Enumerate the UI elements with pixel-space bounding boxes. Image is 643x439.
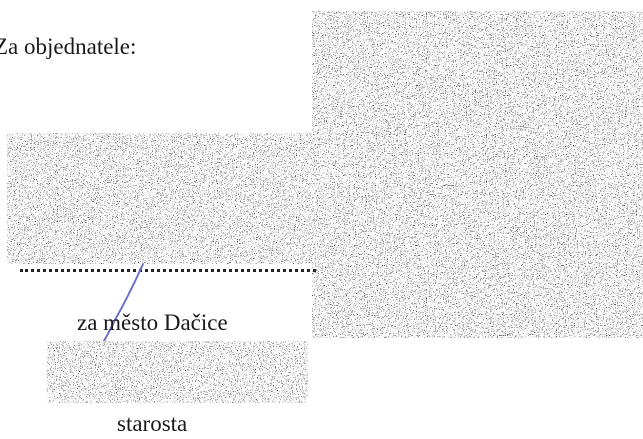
signature-line — [20, 269, 316, 272]
signature-heading: Za objednatele: — [0, 34, 137, 59]
signatory-organization: za město Dačice — [77, 310, 228, 335]
signatory-role: starosta — [117, 411, 188, 436]
redacted-area-stamp — [312, 11, 643, 338]
redacted-area-name — [47, 341, 308, 403]
redacted-area-signature — [7, 133, 312, 264]
signature-pen-stroke — [100, 263, 144, 347]
